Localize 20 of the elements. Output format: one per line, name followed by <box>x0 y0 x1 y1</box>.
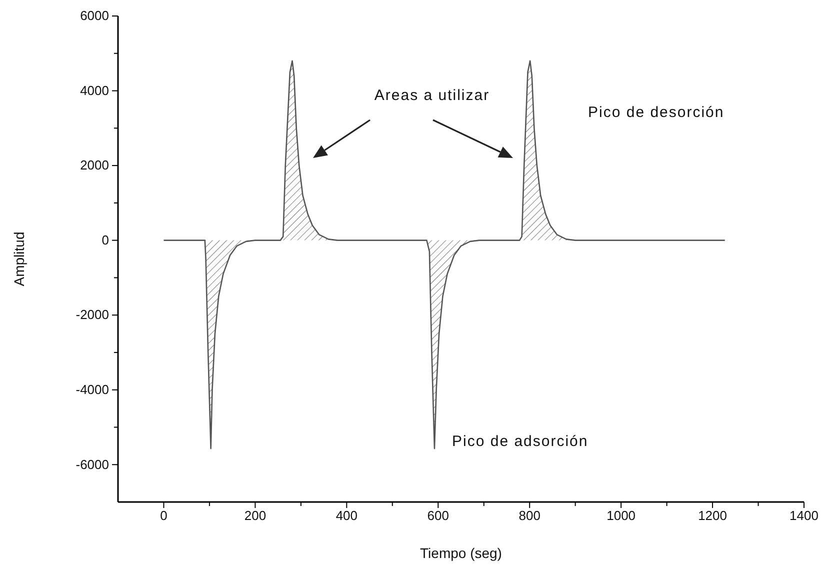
x-tick-label: 600 <box>427 508 449 524</box>
x-tick-label: 0 <box>160 508 168 524</box>
x-tick-label: 1200 <box>698 508 727 524</box>
y-tick-label: 4000 <box>80 82 109 98</box>
y-tick-label: 6000 <box>80 8 109 24</box>
y-tick-label: -6000 <box>76 456 109 472</box>
y-tick-label: 0 <box>102 232 109 248</box>
x-tick-label: 400 <box>336 508 358 524</box>
x-tick-label: 1400 <box>790 508 818 524</box>
annotation: Pico de desorción <box>588 104 724 121</box>
x-axis-title: Tiempo (seg) <box>420 545 502 561</box>
y-axis-title: Amplitud <box>11 232 27 286</box>
y-tick-label: -4000 <box>76 382 109 398</box>
y-tick-label: -2000 <box>76 307 109 322</box>
annotation: Areas a utilizar <box>374 87 490 104</box>
x-tick-label: 800 <box>518 508 540 524</box>
annotation: Pico de adsorción <box>452 433 588 450</box>
x-tick-label: 1000 <box>606 508 636 524</box>
y-tick-label: 2000 <box>80 158 109 173</box>
x-tick-label: 200 <box>244 508 266 524</box>
